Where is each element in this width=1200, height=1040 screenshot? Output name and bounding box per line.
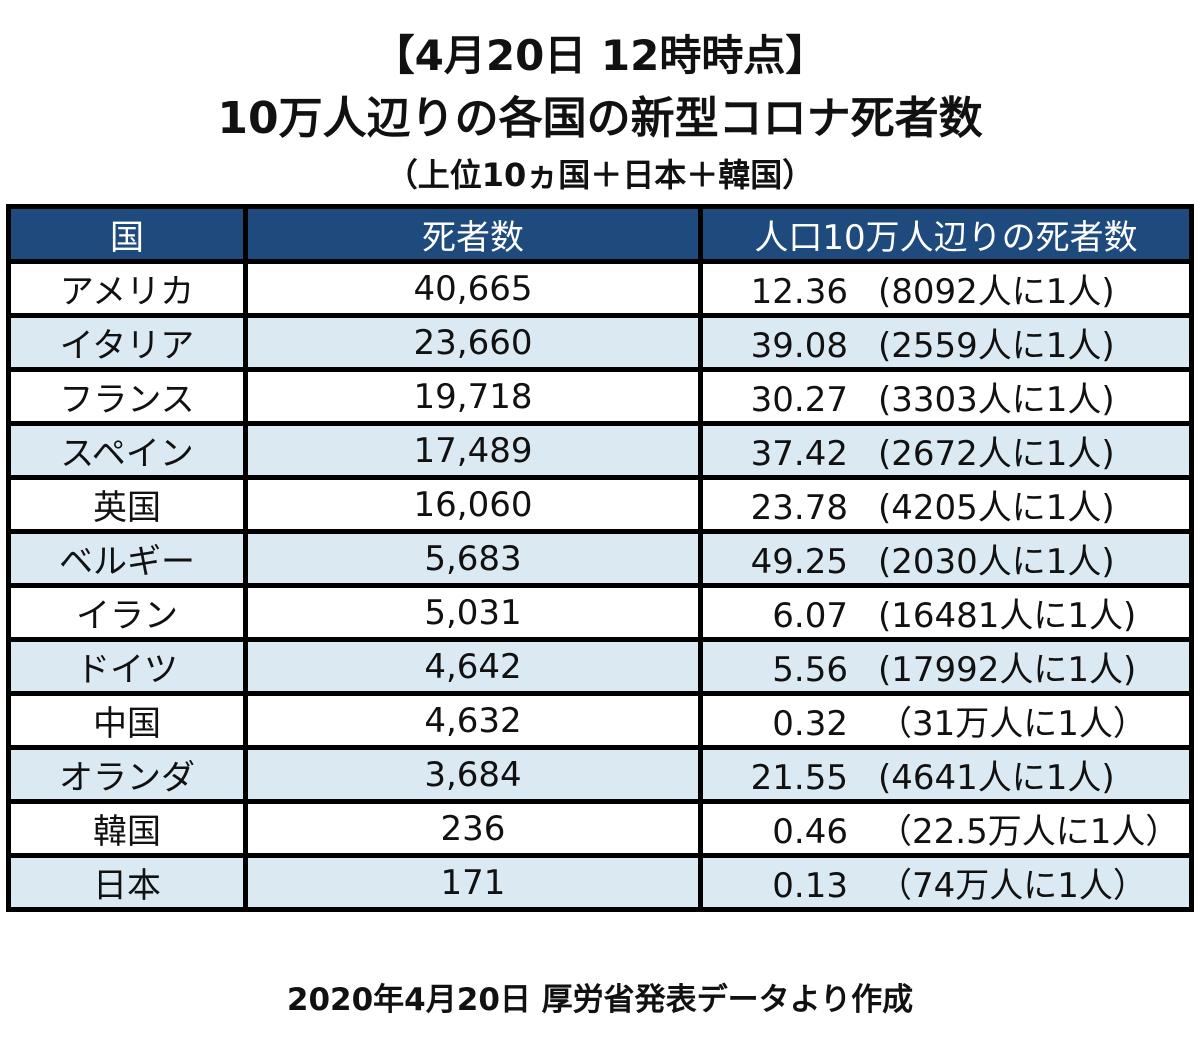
country-cell: イラン (6, 583, 248, 642)
deaths-cell: 3,684 (243, 745, 703, 804)
table-row: ベルギー 5,683 49.25 (2030人に1人) (6, 529, 1194, 588)
deaths-cell: 4,632 (243, 691, 703, 750)
country-cell: 中国 (6, 691, 248, 750)
ratio-text: (2030人に1人) (878, 542, 1115, 582)
table-row: アメリカ 40,665 12.36 (8092人に1人) (6, 259, 1194, 318)
table-row: 英国 16,060 23.78 (4205人に1人) (6, 475, 1194, 534)
country-cell: ドイツ (6, 637, 248, 696)
rate-value: 30.27 (750, 380, 848, 420)
table-row: スペイン 17,489 37.42 (2672人に1人) (6, 421, 1194, 480)
ratio-text: (16481人に1人) (878, 596, 1137, 636)
table-row: オランダ 3,684 21.55 (4641人に1人) (6, 745, 1194, 804)
deaths-cell: 17,489 (243, 421, 703, 480)
ratio-text: （31万人に1人） (878, 704, 1147, 744)
country-cell: ベルギー (6, 529, 248, 588)
rate-value: 0.13 (772, 866, 848, 906)
deaths-cell: 23,660 (243, 313, 703, 372)
column-header-rate: 人口10万人辺りの死者数 (698, 204, 1194, 264)
country-cell: 英国 (6, 475, 248, 534)
table-row: 韓国 236 0.46 （22.5万人に1人） (6, 799, 1194, 858)
ratio-text: (2559人に1人) (878, 326, 1115, 366)
ratio-text: （74万人に1人） (878, 866, 1147, 906)
deaths-cell: 40,665 (243, 259, 703, 318)
title-line-1: 【4月20日 12時時点】 (372, 31, 828, 80)
rate-value: 12.36 (750, 272, 848, 312)
rate-value: 21.55 (750, 758, 848, 798)
ratio-text: (2672人に1人) (878, 434, 1115, 474)
country-cell: オランダ (6, 745, 248, 804)
rate-cell: 12.36 (8092人に1人) (698, 259, 1194, 318)
column-header-deaths: 死者数 (243, 204, 703, 264)
table-row: 日本 171 0.13 （74万人に1人） (6, 853, 1194, 912)
rate-cell: 37.42 (2672人に1人) (698, 421, 1194, 480)
deaths-cell: 16,060 (243, 475, 703, 534)
rate-cell: 0.32 （31万人に1人） (698, 691, 1194, 750)
table-row: イラン 5,031 6.07 (16481人に1人) (6, 583, 1194, 642)
subtitle: （上位10ヵ国＋日本＋韓国） (385, 156, 815, 194)
deaths-cell: 19,718 (243, 367, 703, 426)
rate-cell: 30.27 (3303人に1人) (698, 367, 1194, 426)
rate-cell: 6.07 (16481人に1人) (698, 583, 1194, 642)
source-note: 2020年4月20日 厚労省発表データより作成 (286, 982, 914, 1018)
country-cell: イタリア (6, 313, 248, 372)
rate-cell: 39.08 (2559人に1人) (698, 313, 1194, 372)
ratio-text: (4205人に1人) (878, 488, 1115, 528)
table-row: 中国 4,632 0.32 （31万人に1人） (6, 691, 1194, 750)
rate-value: 6.07 (772, 596, 848, 636)
ratio-text: （22.5万人に1人） (878, 812, 1180, 852)
rate-cell: 0.13 （74万人に1人） (698, 853, 1194, 912)
rate-cell: 23.78 (4205人に1人) (698, 475, 1194, 534)
header-row: 国 死者数 人口10万人辺りの死者数 (6, 204, 1194, 264)
table-row: フランス 19,718 30.27 (3303人に1人) (6, 367, 1194, 426)
ratio-text: (17992人に1人) (878, 650, 1137, 690)
country-cell: 韓国 (6, 799, 248, 858)
country-cell: 日本 (6, 853, 248, 912)
deaths-table: 国 死者数 人口10万人辺りの死者数 アメリカ 40,665 12.36 (8092人… (6, 204, 1194, 912)
rate-value: 39.08 (750, 326, 848, 366)
country-cell: スペイン (6, 421, 248, 480)
rate-value: 5.56 (772, 650, 848, 690)
deaths-cell: 236 (243, 799, 703, 858)
rate-value: 37.42 (750, 434, 848, 474)
rate-cell: 21.55 (4641人に1人) (698, 745, 1194, 804)
rate-value: 49.25 (750, 542, 848, 582)
deaths-cell: 5,031 (243, 583, 703, 642)
rate-cell: 49.25 (2030人に1人) (698, 529, 1194, 588)
country-cell: フランス (6, 367, 248, 426)
table-row: ドイツ 4,642 5.56 (17992人に1人) (6, 637, 1194, 696)
ratio-text: (8092人に1人) (878, 272, 1115, 312)
table-row: イタリア 23,660 39.08 (2559人に1人) (6, 313, 1194, 372)
column-header-country: 国 (6, 204, 248, 264)
deaths-cell: 171 (243, 853, 703, 912)
deaths-cell: 5,683 (243, 529, 703, 588)
rate-value: 0.32 (772, 704, 848, 744)
rate-value: 23.78 (750, 488, 848, 528)
rate-value: 0.46 (772, 812, 848, 852)
ratio-text: (3303人に1人) (878, 380, 1115, 420)
country-cell: アメリカ (6, 259, 248, 318)
ratio-text: (4641人に1人) (878, 758, 1115, 798)
title-line-2: 10万人辺りの各国の新型コロナ死者数 (217, 93, 983, 144)
deaths-cell: 4,642 (243, 637, 703, 696)
rate-cell: 5.56 (17992人に1人) (698, 637, 1194, 696)
rate-cell: 0.46 （22.5万人に1人） (698, 799, 1194, 858)
